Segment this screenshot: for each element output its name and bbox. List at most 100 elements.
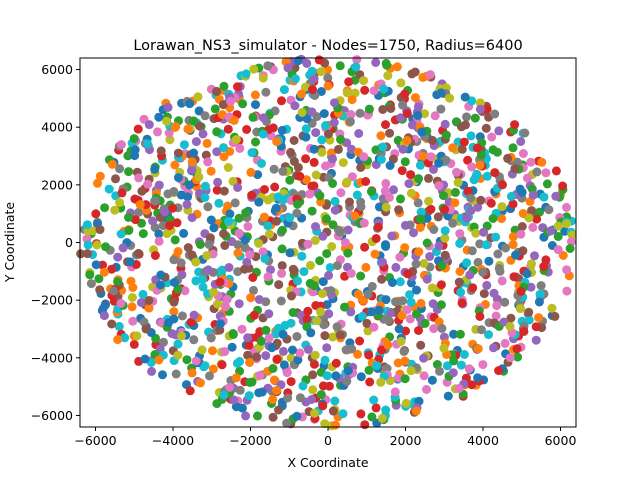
scatter-point [562,219,572,229]
scatter-point [505,322,515,331]
scatter-point [382,60,392,70]
scatter-point [276,296,286,306]
scatter-point [517,187,527,197]
scatter-point [383,71,393,81]
scatter-point [452,167,461,177]
scatter-point [200,111,210,121]
scatter-point [283,393,293,403]
scatter-point [115,198,125,208]
scatter-point [245,358,255,367]
scatter-point [162,116,172,126]
scatter-point [471,171,481,181]
scatter-point [416,207,426,217]
scatter-point [266,265,275,275]
scatter-point [307,66,317,76]
scatter-point [172,218,182,228]
scatter-point [463,155,473,165]
scatter-point [393,373,403,383]
scatter-point [376,155,386,164]
scatter-point [392,62,402,72]
scatter-point [377,345,387,355]
scatter-point [183,124,193,134]
scatter-point [364,350,374,360]
scatter-point [259,212,269,222]
scatter-point [260,185,269,194]
scatter-point [144,303,154,313]
scatter-point [508,199,518,209]
scatter-point [344,77,354,87]
scatter-point [158,370,167,380]
scatter-point [164,318,173,328]
scatter-point [456,287,466,297]
scatter-point [290,101,300,111]
y-tick-label: 0 [65,235,73,250]
scatter-point [116,229,126,239]
scatter-point [553,245,563,255]
scatter-point [91,260,101,270]
scatter-point [202,251,212,261]
scatter-point [297,89,306,99]
scatter-point [307,395,317,404]
scatter-point [420,318,430,328]
scatter-point [352,55,362,65]
scatter-point [230,198,240,208]
scatter-point [247,190,257,200]
scatter-point [347,344,357,354]
scatter-point [443,391,453,401]
scatter-point [512,344,522,354]
scatter-point [342,88,352,98]
scatter-point [515,304,525,314]
scatter-point [185,386,195,396]
scatter-point [252,352,262,362]
scatter-point [422,238,432,248]
scatter-point [440,226,450,236]
scatter-point [424,173,433,183]
scatter-point [277,268,287,278]
scatter-point [456,360,466,370]
scatter-point [343,225,353,235]
scatter-point [459,137,469,147]
scatter-point [393,358,403,368]
scatter-point [224,263,234,272]
scatter-point [342,376,352,386]
scatter-point [528,190,538,200]
scatter-point [404,179,414,189]
scatter-point [367,412,377,422]
scatter-point [437,261,447,271]
scatter-point [315,256,325,266]
scatter-point [136,298,146,308]
scatter-point [534,297,544,307]
x-tick-label: 2000 [390,433,422,448]
scatter-point [377,274,387,284]
scatter-point [473,344,483,354]
scatter-point [537,157,547,167]
scatter-point [424,196,434,206]
scatter-point [154,180,164,190]
scatter-point [492,301,502,311]
scatter-point [292,208,302,218]
scatter-point [272,137,282,147]
scatter-point [288,345,297,355]
scatter-point [261,87,271,97]
scatter-point [436,300,446,310]
scatter-point [91,209,101,219]
scatter-point [377,413,387,423]
scatter-point [231,135,241,145]
scatter-point [134,173,144,183]
scatter-point [415,223,425,232]
scatter-point [254,197,264,207]
scatter-point [212,127,222,137]
scatter-point [501,243,511,253]
scatter-point [460,92,470,102]
scatter-point [353,349,362,359]
scatter-point [459,350,469,359]
scatter-point [269,375,279,385]
scatter-point [289,157,299,166]
scatter-point [297,251,307,261]
scatter-point [407,120,417,130]
scatter-point [320,355,330,365]
scatter-point [350,211,360,221]
scatter-point [475,312,485,321]
scatter-point [285,213,295,223]
scatter-point [429,164,438,174]
